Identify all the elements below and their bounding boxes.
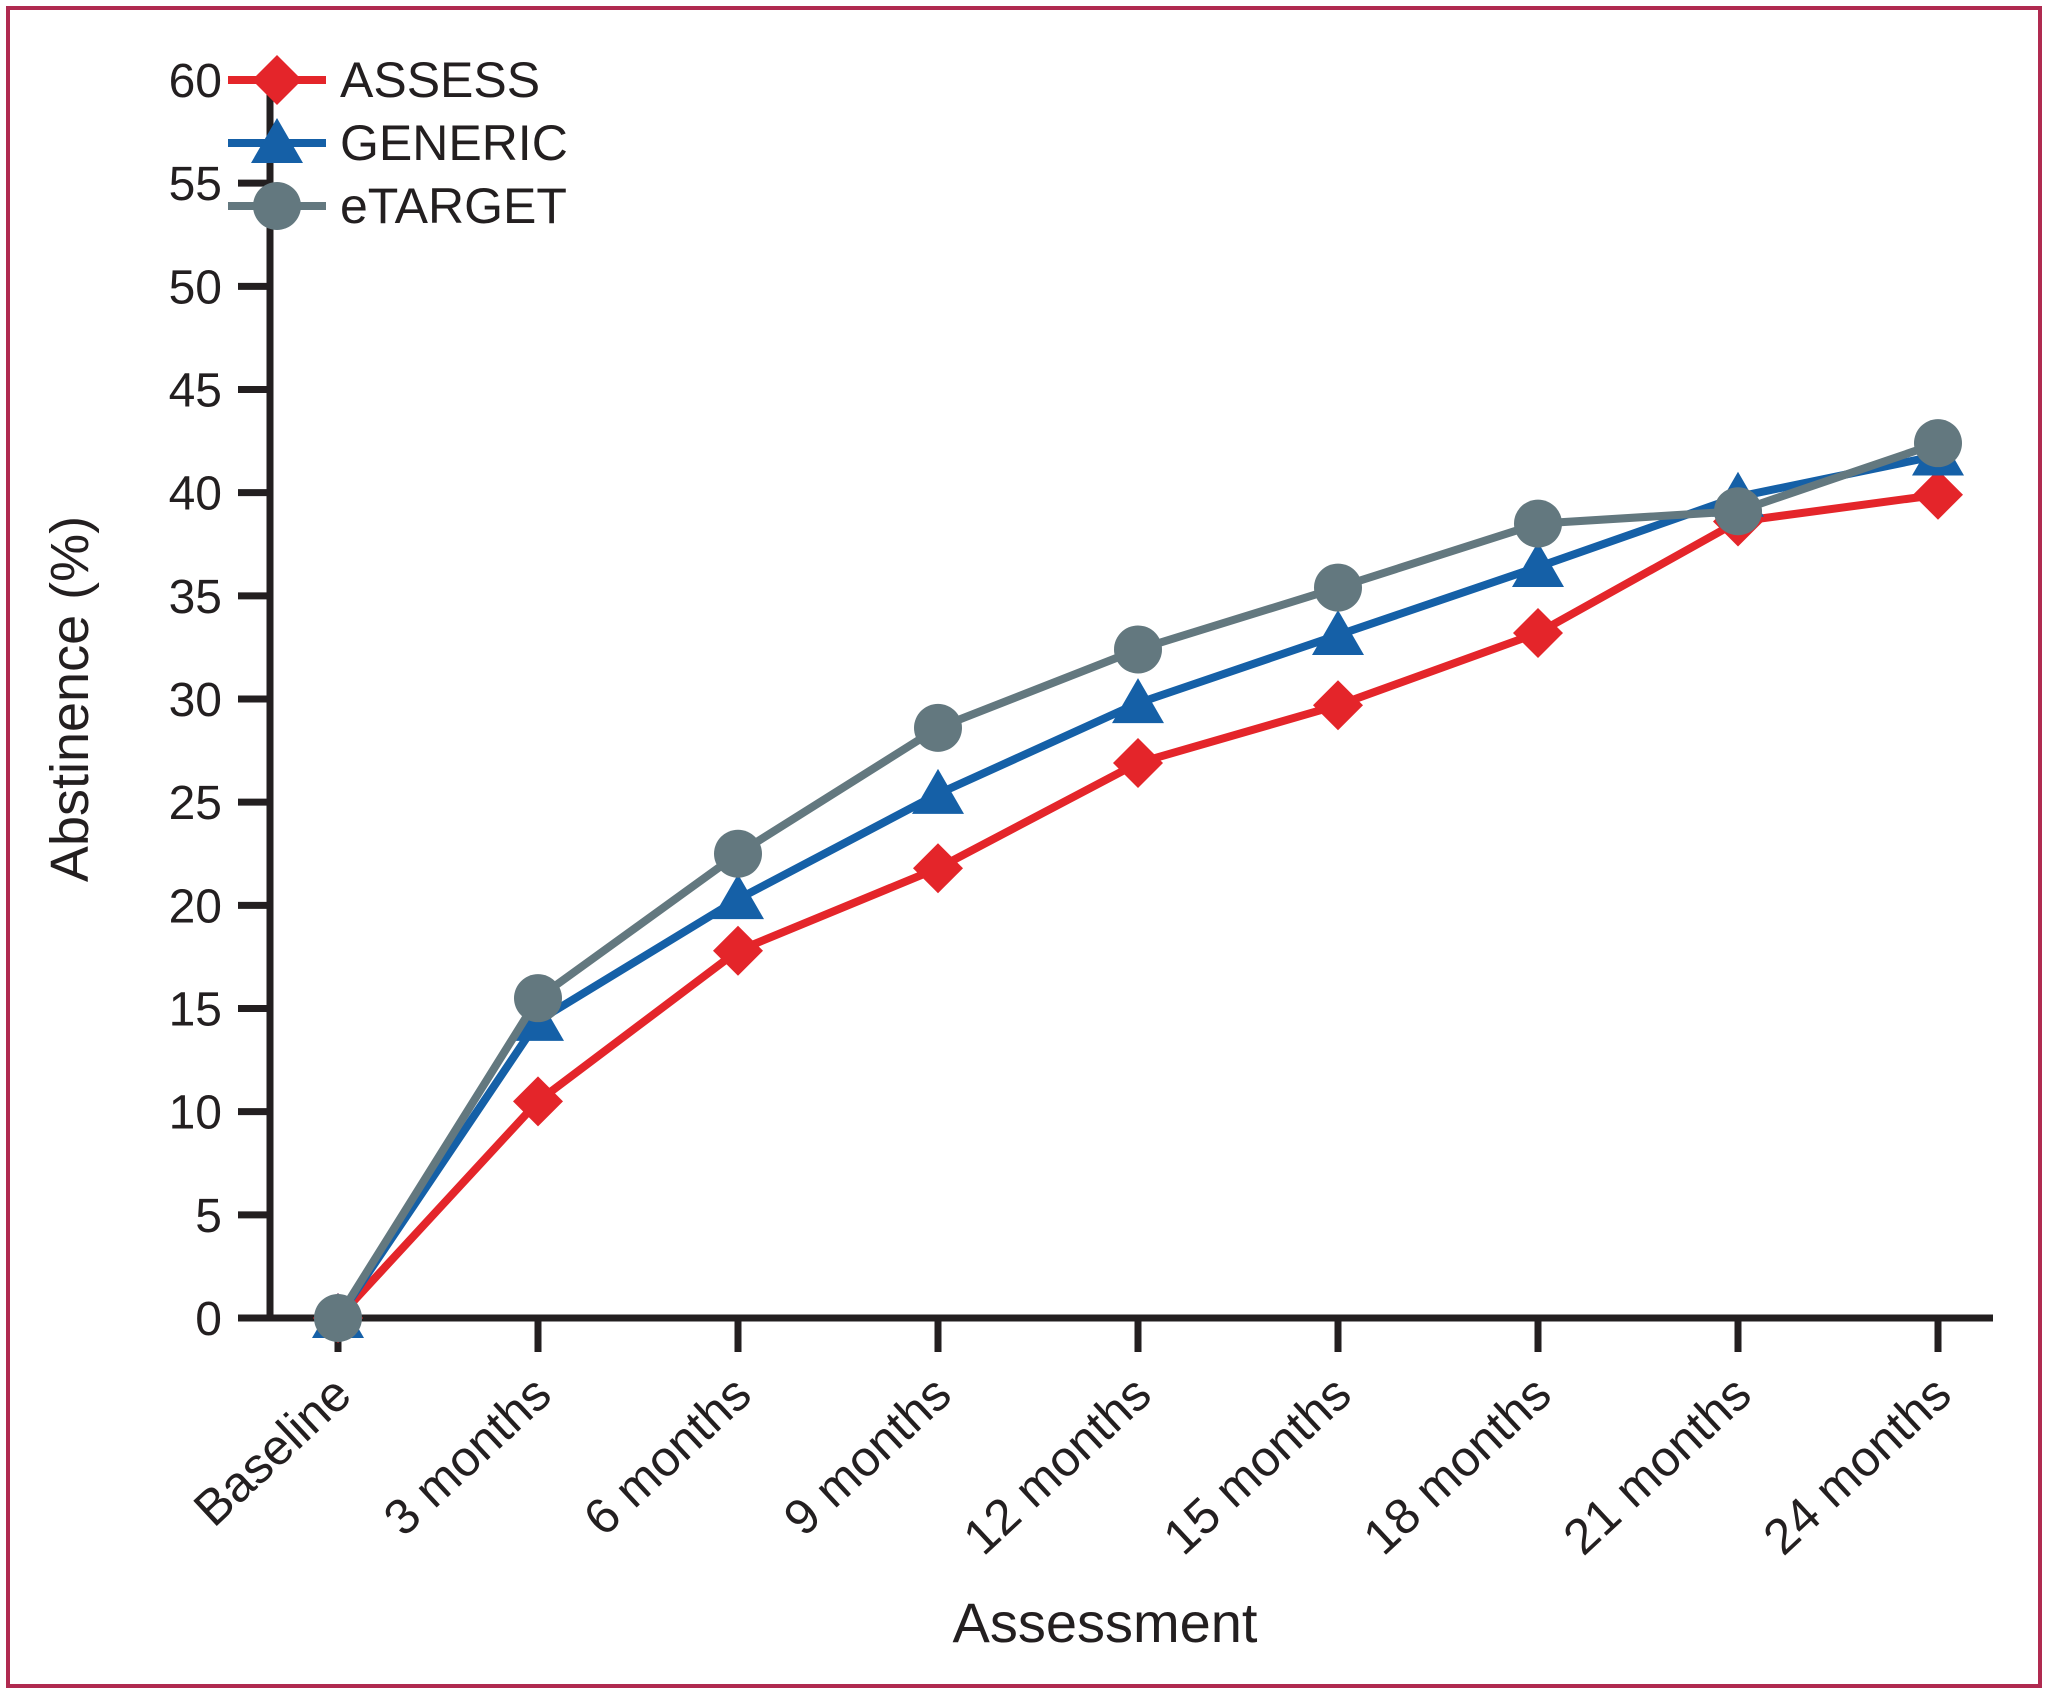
data-point-etarget xyxy=(1914,419,1962,468)
data-point-assess xyxy=(1113,737,1163,788)
y-tick-label: 35 xyxy=(169,571,222,624)
y-tick-label: 15 xyxy=(169,984,222,1037)
data-point-etarget xyxy=(1714,487,1762,536)
y-tick-label: 25 xyxy=(169,777,222,830)
series-line-etarget xyxy=(334,439,1942,1322)
y-tick-label: 55 xyxy=(169,158,222,211)
data-point-assess xyxy=(1313,680,1363,731)
legend-triangle-icon xyxy=(251,118,303,163)
y-tick-label: 5 xyxy=(195,1190,222,1243)
data-point-generic xyxy=(1112,678,1164,724)
data-point-generic xyxy=(1312,610,1364,656)
y-tick-label: 40 xyxy=(169,468,222,521)
data-point-generic xyxy=(1512,541,1564,587)
data-point-assess xyxy=(713,925,763,976)
data-point-etarget xyxy=(314,1294,362,1342)
x-tick-label: 15 months xyxy=(1153,1365,1362,1565)
data-point-assess xyxy=(1913,469,1963,520)
x-tick-label: Baseline xyxy=(183,1365,361,1537)
x-tick-label: 21 months xyxy=(1553,1365,1762,1565)
legend-diamond-icon xyxy=(252,55,302,105)
data-point-assess xyxy=(1513,607,1563,658)
legend-circle-icon xyxy=(253,182,301,230)
y-tick-label: 60 xyxy=(169,55,222,108)
data-point-etarget xyxy=(514,974,562,1023)
data-point-etarget xyxy=(914,703,962,752)
x-axis-title: Assessment xyxy=(953,1591,1258,1654)
y-axis-title: Abstinence (%) xyxy=(40,516,100,882)
y-tick-label: 45 xyxy=(169,365,222,418)
legend-label: ASSESS xyxy=(340,52,540,108)
y-tick-label: 0 xyxy=(195,1293,222,1346)
data-point-assess xyxy=(513,1076,563,1127)
series-line-assess xyxy=(334,490,1942,1322)
data-point-etarget xyxy=(1514,499,1562,548)
data-point-etarget xyxy=(714,829,762,878)
y-tick-label: 20 xyxy=(169,880,222,933)
x-tick-label: 24 months xyxy=(1753,1365,1962,1565)
data-point-etarget xyxy=(1314,563,1362,612)
data-point-generic xyxy=(712,874,764,920)
series-line-generic xyxy=(334,451,1942,1322)
data-point-generic xyxy=(912,768,964,814)
legend-label: eTARGET xyxy=(340,178,567,234)
x-tick-label: 18 months xyxy=(1353,1365,1562,1565)
x-tick-label: 9 months xyxy=(773,1365,962,1546)
x-tick-label: 12 months xyxy=(953,1365,1162,1565)
data-point-etarget xyxy=(1114,625,1162,674)
y-tick-label: 30 xyxy=(169,674,222,727)
x-tick-label: 6 months xyxy=(573,1365,762,1546)
x-tick-label: 3 months xyxy=(373,1365,562,1546)
y-tick-label: 10 xyxy=(169,1087,222,1140)
data-point-assess xyxy=(913,843,963,894)
y-tick-label: 50 xyxy=(169,261,222,314)
legend-label: GENERIC xyxy=(340,115,568,171)
